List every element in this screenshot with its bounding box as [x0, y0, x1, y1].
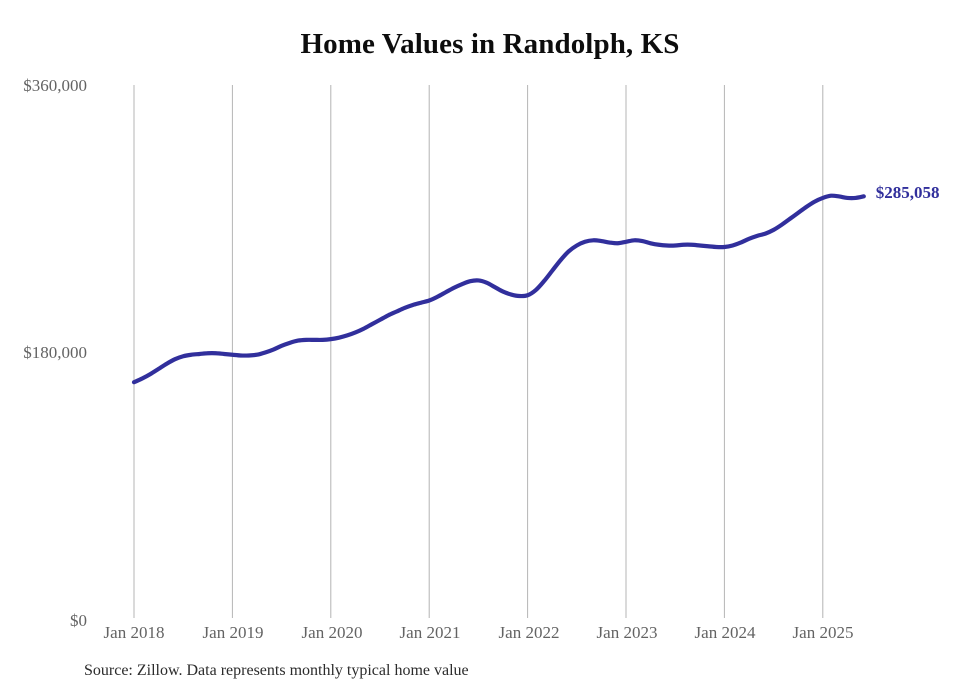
source-note: Source: Zillow. Data represents monthly … — [84, 662, 469, 679]
y-axis-tick-180000: $180,000 — [23, 343, 87, 362]
x-axis-tick-jan-2022: Jan 2022 — [498, 623, 560, 642]
series-line-group — [131, 193, 866, 385]
chart-title: Home Values in Randolph, KS — [300, 28, 680, 60]
x-axis-tick-jan-2024: Jan 2024 — [694, 623, 756, 642]
x-axis-tick-jan-2018: Jan 2018 — [103, 623, 165, 642]
x-axis-tick-jan-2021: Jan 2021 — [399, 623, 461, 642]
series-line-typical-home-value — [131, 193, 866, 385]
gridlines — [133, 85, 824, 618]
y-axis-tick-360000: $360,000 — [23, 76, 87, 95]
x-axis-tick-jan-2020: Jan 2020 — [301, 623, 363, 642]
end-value-annotation: $285,058 — [875, 183, 940, 203]
y-axis-tick-0: $0 — [70, 611, 87, 630]
x-axis-tick-jan-2023: Jan 2023 — [596, 623, 658, 642]
x-axis-tick-jan-2025: Jan 2025 — [792, 623, 854, 642]
x-axis-tick-jan-2019: Jan 2019 — [202, 623, 264, 642]
